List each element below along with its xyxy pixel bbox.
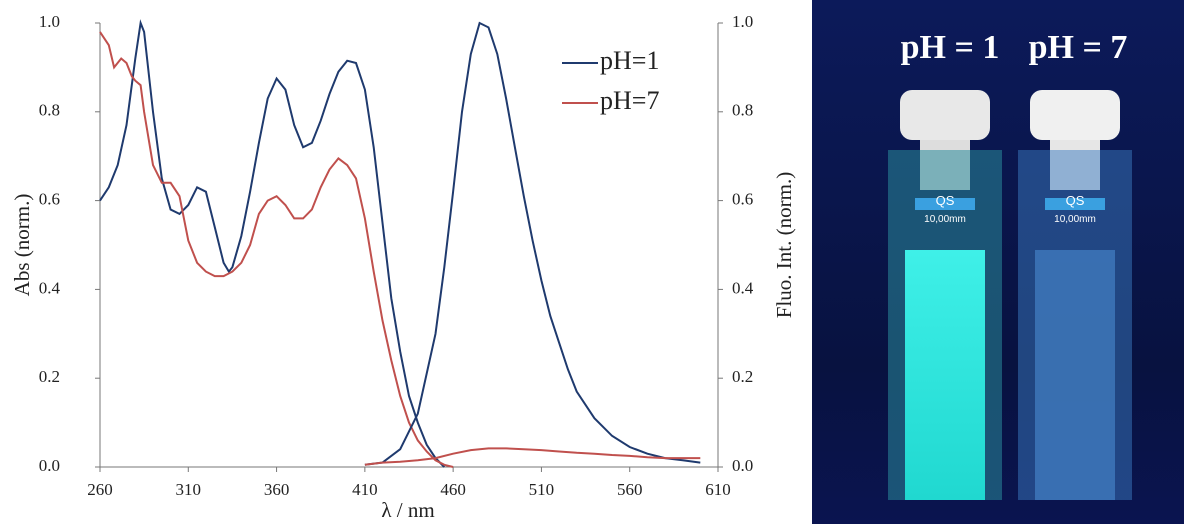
y-tick-label: 0.4 xyxy=(39,278,61,297)
y-tick-label: 0.2 xyxy=(39,367,60,386)
x-tick-label: 610 xyxy=(705,480,731,499)
series-line xyxy=(364,21,701,466)
y2-axis-label: Fluo. Int. (norm.) xyxy=(772,172,796,318)
solution xyxy=(1035,250,1115,500)
cuvette-text: 10,00mm xyxy=(924,214,966,225)
series-line xyxy=(99,19,446,468)
x-tick-label: 260 xyxy=(87,480,113,499)
x-tick-label: 410 xyxy=(352,480,378,499)
cuvette-text: 10,00mm xyxy=(1054,214,1096,225)
x-tick-label: 310 xyxy=(176,480,202,499)
x-axis-label: λ / nm xyxy=(381,498,434,522)
y-tick-label: 1.0 xyxy=(39,12,60,31)
cuvette-tag xyxy=(915,198,975,210)
cuvette-text: QS xyxy=(1066,193,1085,208)
y-tick-label: 0.6 xyxy=(39,190,60,209)
y2-tick-label: 1.0 xyxy=(732,12,753,31)
y-tick-label: 0.8 xyxy=(39,101,60,120)
series-line xyxy=(364,447,701,466)
cap xyxy=(1030,90,1120,140)
x-tick-label: 560 xyxy=(617,480,643,499)
y2-tick-label: 0.6 xyxy=(732,190,753,209)
cuvette-tag xyxy=(1045,198,1105,210)
y-axis-label: Abs (norm.) xyxy=(10,194,34,297)
y2-tick-label: 0.2 xyxy=(732,367,753,386)
photo-label: pH = 7 xyxy=(1029,29,1128,66)
legend-label: pH=7 xyxy=(600,86,659,115)
cap xyxy=(900,90,990,140)
photo: pH = 1 pH = 7 QS 10,00mm QS 10,00mm xyxy=(812,0,1184,524)
y-tick-label: 0.0 xyxy=(39,456,60,475)
x-tick-label: 460 xyxy=(440,480,466,499)
legend-label: pH=1 xyxy=(600,46,659,75)
photo-label: pH = 1 xyxy=(901,29,1000,66)
y2-tick-label: 0.4 xyxy=(732,278,754,297)
x-tick-label: 510 xyxy=(529,480,555,499)
chart: λ / nm Abs (norm.) Fluo. Int. (norm.) 0.… xyxy=(10,12,796,522)
series-line xyxy=(99,31,454,468)
y2-tick-label: 0.0 xyxy=(732,456,753,475)
x-tick-label: 360 xyxy=(264,480,290,499)
fluorescent-solution xyxy=(905,250,985,500)
y2-tick-label: 0.8 xyxy=(732,101,753,120)
cuvette-text: QS xyxy=(936,193,955,208)
